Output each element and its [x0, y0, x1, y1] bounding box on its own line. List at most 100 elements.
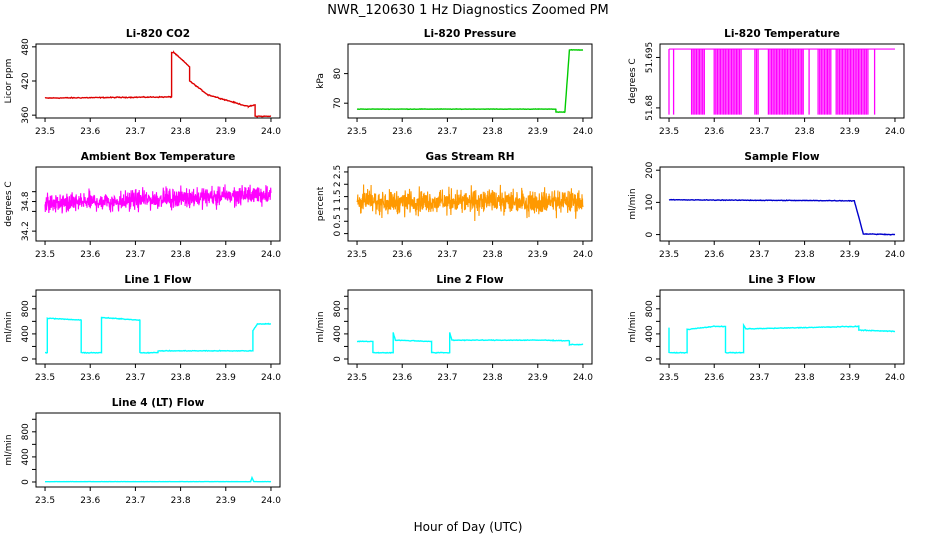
x-tick-label: 23.7	[749, 250, 769, 260]
panel-title: Gas Stream RH	[425, 151, 514, 163]
data-layer	[356, 48, 584, 114]
x-tick-label: 23.7	[125, 373, 145, 383]
x-tick-label: 23.8	[795, 250, 815, 260]
x-tick-label: 24.0	[885, 127, 905, 137]
panel-title: Sample Flow	[744, 151, 819, 163]
panel-title: Li-820 Temperature	[724, 28, 840, 40]
x-tick-label: 23.9	[528, 373, 548, 383]
plot-frame	[35, 43, 281, 119]
y-tick-label: 0	[21, 479, 31, 485]
x-tick-label: 23.5	[659, 373, 679, 383]
x-tick-label: 23.7	[749, 127, 769, 137]
x-tick-label: 23.7	[125, 250, 145, 260]
plot-frame	[35, 412, 281, 488]
panel-ylabel: Licor ppm	[4, 59, 14, 104]
data-layer	[668, 48, 895, 115]
series-noise	[44, 184, 272, 214]
x-tick-label: 24.0	[573, 127, 593, 137]
y-tick-label: 2.5	[333, 165, 343, 179]
x-tick-label: 23.5	[35, 373, 55, 383]
x-tick-label: 23.5	[659, 250, 679, 260]
y-tick-label: 0.5	[333, 214, 343, 228]
x-tick-label: 23.9	[528, 127, 548, 137]
x-tick-label: 23.8	[171, 250, 191, 260]
plot-frame	[659, 166, 905, 242]
x-tick-label: 24.0	[573, 250, 593, 260]
plot-frame	[35, 166, 281, 242]
figure-title: NWR_120630 1 Hz Diagnostics Zoomed PM	[327, 3, 609, 18]
y-tick-label: 80	[333, 68, 343, 80]
y-tick-label: 400	[333, 325, 343, 342]
y-tick-label: 1	[333, 206, 343, 212]
y-tick-label: 1.5	[333, 189, 343, 203]
y-tick-label: 34.2	[21, 221, 31, 241]
plot-frame	[347, 43, 593, 119]
x-tick-label: 23.6	[392, 127, 412, 137]
series-noise	[356, 184, 584, 222]
x-tick-label: 23.9	[216, 373, 236, 383]
data-layer	[356, 184, 584, 222]
x-tick-label: 23.7	[125, 127, 145, 137]
x-tick-label: 23.6	[704, 127, 724, 137]
x-tick-label: 23.6	[392, 373, 412, 383]
x-tick-label: 24.0	[885, 373, 905, 383]
x-tick-label: 23.7	[437, 373, 457, 383]
chart-panel-10: Line 4 (LT) Flow ml/min 23.5 23.6 23.7 23.8 23…	[4, 397, 281, 506]
chart-panel-2: Li-820 Pressure kPa 23.5 23.6 23.7 23.8 23.9 24…	[316, 28, 593, 137]
y-tick-label: 420	[21, 72, 31, 89]
x-tick-label: 24.0	[885, 250, 905, 260]
x-tick-label: 23.7	[437, 250, 457, 260]
x-tick-label: 23.8	[171, 127, 191, 137]
x-tick-label: 23.8	[483, 373, 503, 383]
data-layer	[45, 475, 272, 483]
x-tick-label: 23.7	[437, 127, 457, 137]
data-layer	[45, 316, 271, 354]
panel-title: Line 4 (LT) Flow	[112, 397, 205, 409]
panel-title: Li-820 CO2	[126, 28, 190, 40]
x-tick-label: 23.9	[840, 127, 860, 137]
x-tick-label: 23.5	[347, 250, 367, 260]
x-tick-label: 23.6	[80, 250, 100, 260]
x-tick-label: 23.5	[35, 496, 55, 506]
x-tick-label: 23.7	[749, 373, 769, 383]
y-tick-label: 800	[21, 423, 31, 440]
panel-title: Line 1 Flow	[124, 274, 191, 286]
y-tick-label: 0	[645, 231, 655, 237]
x-tick-label: 23.8	[171, 496, 191, 506]
plot-frame	[659, 289, 905, 365]
plot-frame	[35, 289, 281, 365]
y-tick-label: 0	[21, 356, 31, 362]
data-layer	[44, 184, 272, 214]
y-tick-label: 200	[645, 161, 655, 178]
panel-ylabel: kPa	[316, 73, 326, 89]
x-tick-label: 23.9	[528, 250, 548, 260]
x-tick-label: 23.9	[840, 250, 860, 260]
panel-ylabel: ml/min	[4, 311, 14, 342]
panel-ylabel: ml/min	[628, 188, 638, 219]
x-tick-label: 23.8	[483, 250, 503, 260]
data-layer	[668, 198, 896, 236]
x-tick-label: 23.8	[171, 373, 191, 383]
x-tick-label: 23.6	[80, 127, 100, 137]
series-line	[45, 475, 272, 483]
x-tick-label: 23.6	[704, 250, 724, 260]
chart-panel-9: Line 3 Flow ml/min 23.5 23.6 23.7 23.8 23.9 24.…	[628, 274, 905, 383]
x-tick-label: 24.0	[573, 373, 593, 383]
y-tick-label: 2	[333, 181, 343, 187]
x-tick-label: 23.5	[347, 373, 367, 383]
series-line	[668, 322, 896, 354]
x-tick-label: 23.6	[80, 496, 100, 506]
x-tick-label: 23.8	[795, 373, 815, 383]
x-tick-label: 23.9	[216, 127, 236, 137]
x-tick-label: 23.6	[704, 373, 724, 383]
x-tick-label: 23.9	[216, 496, 236, 506]
y-tick-label: 70	[333, 97, 343, 109]
panel-title: Line 2 Flow	[436, 274, 503, 286]
x-tick-label: 23.8	[795, 127, 815, 137]
y-tick-label: 400	[21, 448, 31, 465]
y-tick-label: 800	[21, 300, 31, 317]
x-tick-label: 23.7	[125, 496, 145, 506]
chart-panel-7: Line 1 Flow ml/min 23.5 23.6 23.7 23.8 23.9 24.…	[4, 274, 281, 383]
x-tick-label: 23.5	[35, 127, 55, 137]
panel-ylabel: ml/min	[628, 311, 638, 342]
